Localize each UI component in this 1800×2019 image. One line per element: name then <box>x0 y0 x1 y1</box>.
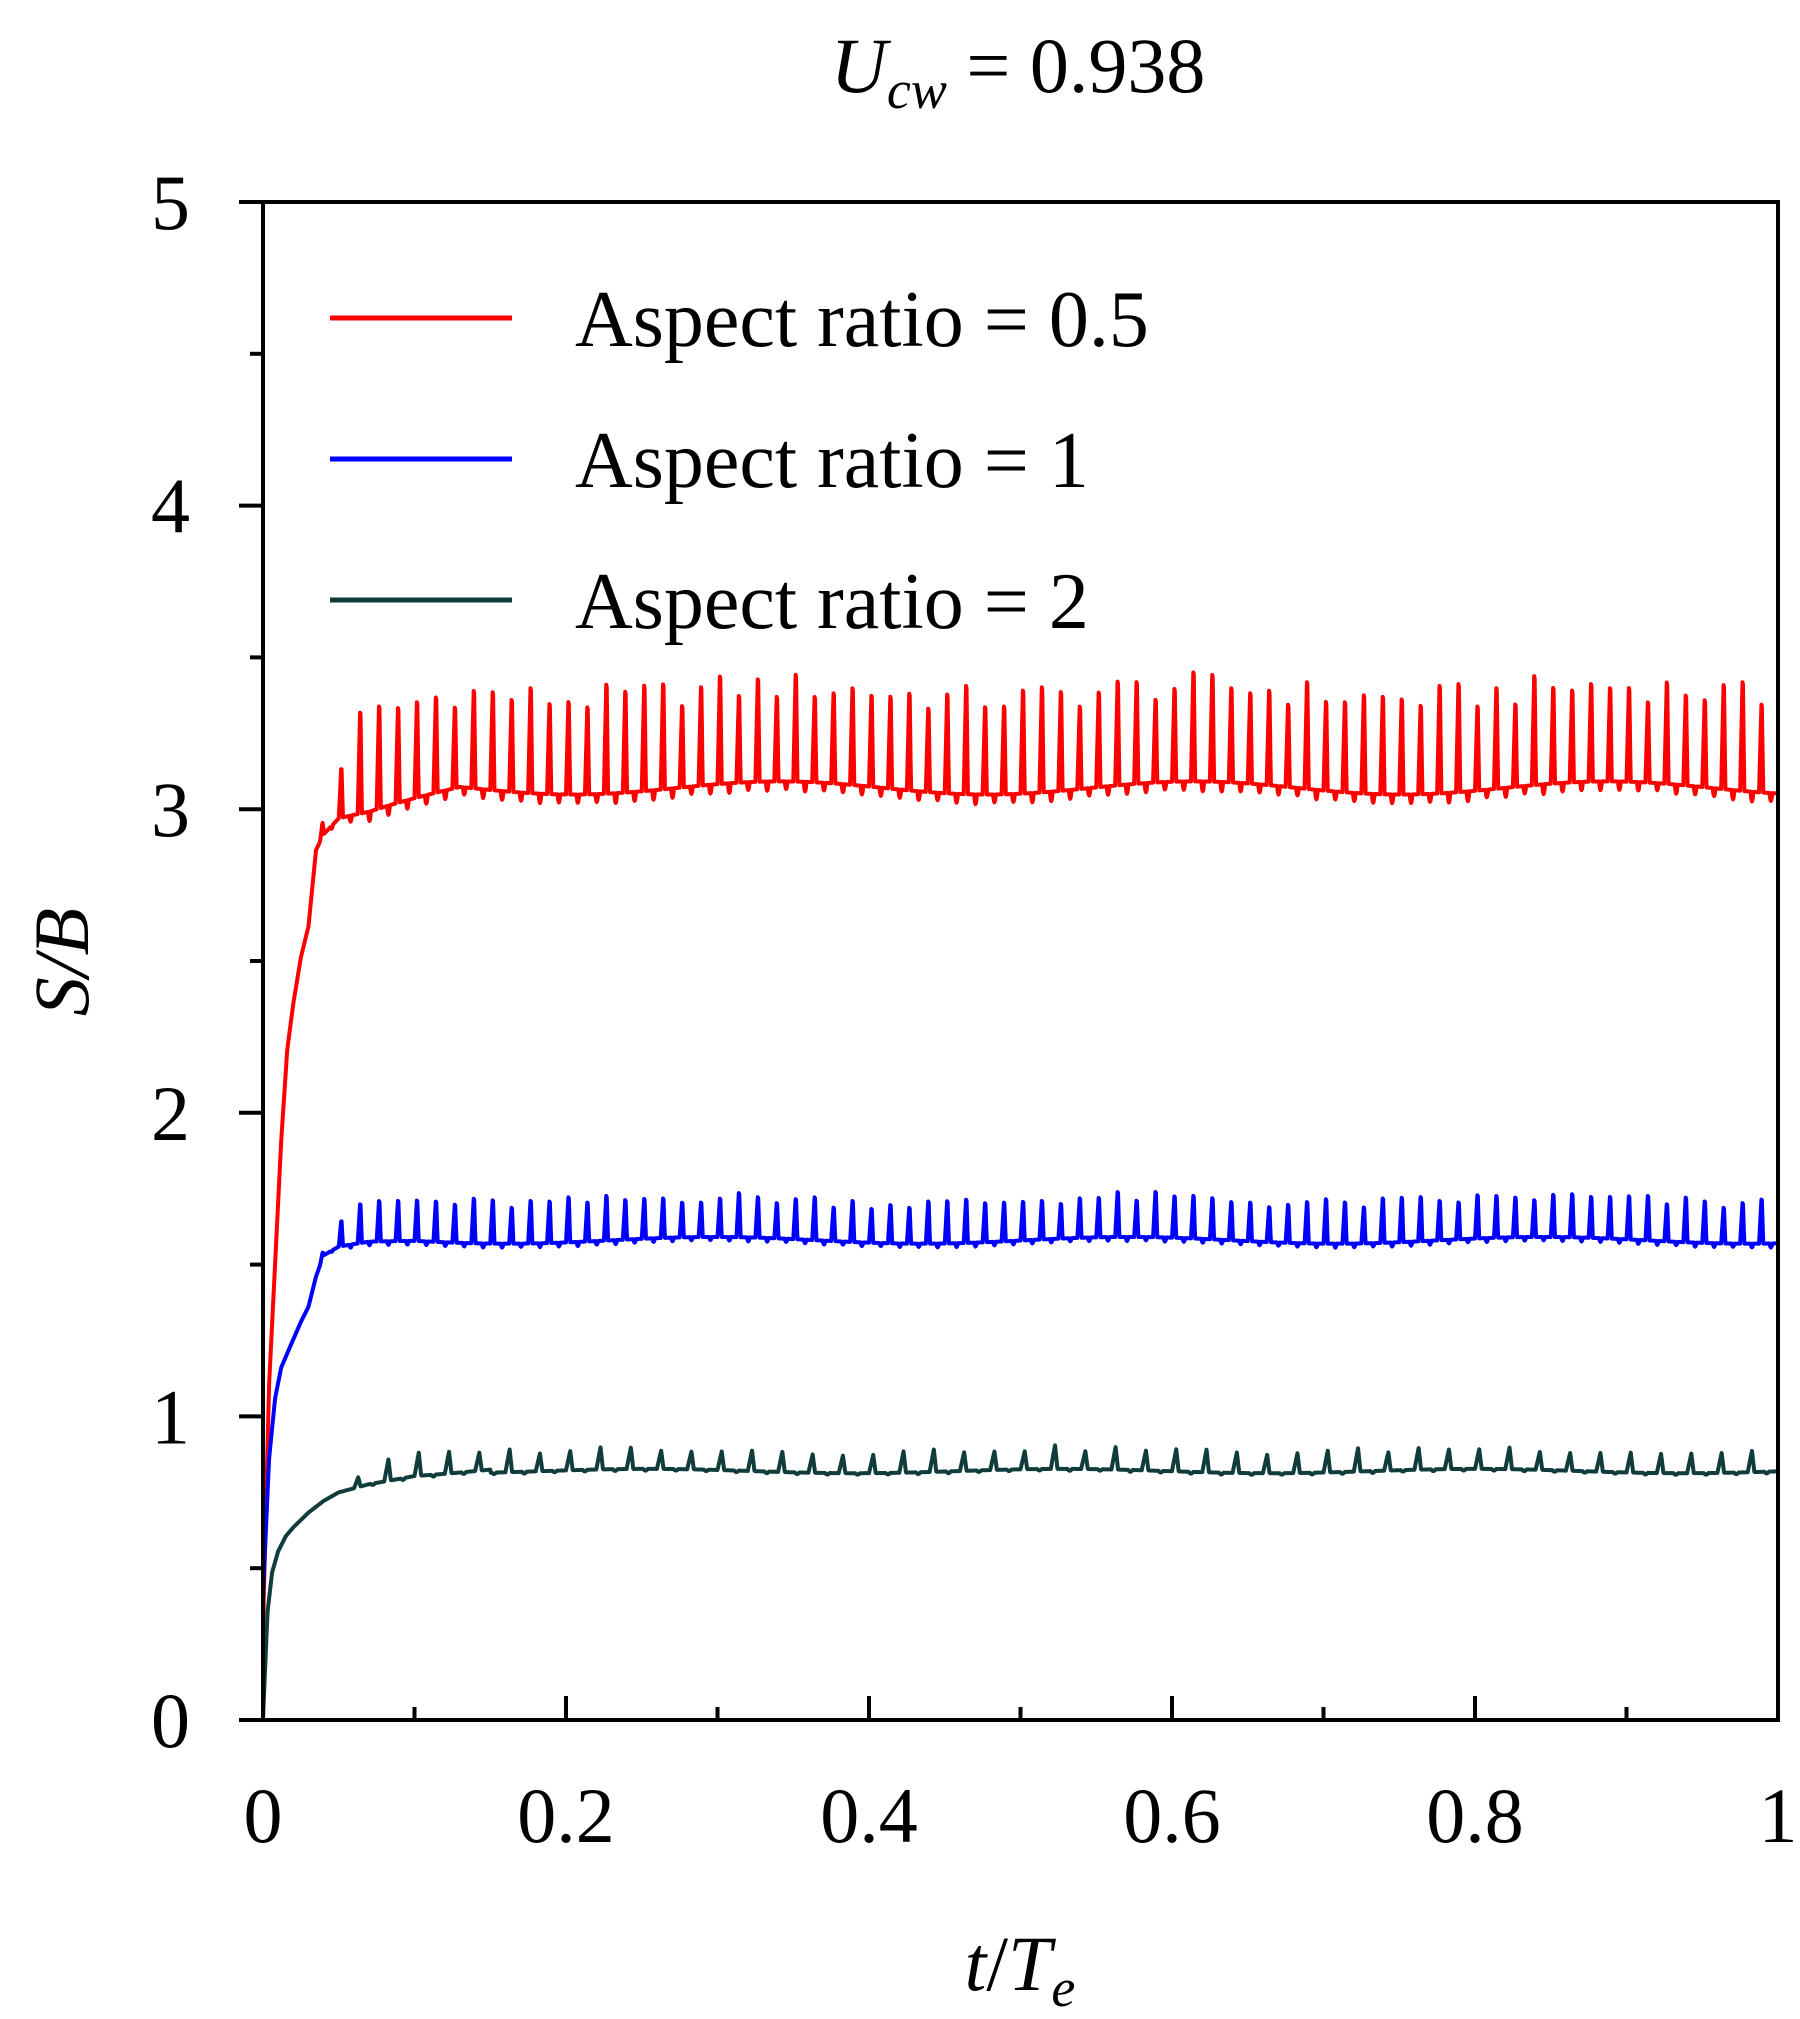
legend-label-1: Aspect ratio = 0.5 <box>575 276 1149 364</box>
x-tick-label: 0.4 <box>820 1772 918 1859</box>
series-layer <box>263 670 1779 1719</box>
x-tick-label: 0 <box>244 1772 283 1859</box>
y-tick-label: 2 <box>151 1070 190 1157</box>
y-tick-label: 0 <box>151 1677 190 1764</box>
chart-title: Ucw = 0.938 <box>831 22 1206 120</box>
y-tick-label: 5 <box>151 159 190 246</box>
legend-label-2: Aspect ratio = 1 <box>575 417 1089 505</box>
series-line-1 <box>263 670 1779 1629</box>
x-tick-label: 0.8 <box>1426 1772 1524 1859</box>
y-axis-label: S/B <box>18 908 105 1016</box>
y-tick-label: 4 <box>151 463 190 550</box>
series-line-2 <box>263 1189 1779 1596</box>
y-tick-label: 1 <box>151 1373 190 1460</box>
legend: Aspect ratio = 0.5 Aspect ratio = 1 Aspect… <box>330 276 1149 646</box>
x-tick-label: 1 <box>1759 1772 1798 1859</box>
x-axis-label: t/Te <box>965 1920 1076 2018</box>
ticks-layer: 0 0.2 0.4 0.6 0.8 1 0 1 2 3 4 5 <box>151 159 1798 1859</box>
x-tick-label: 0.2 <box>517 1772 615 1859</box>
y-tick-label: 3 <box>151 766 190 853</box>
x-tick-label: 0.6 <box>1123 1772 1221 1859</box>
series-line-3 <box>263 1443 1779 1719</box>
legend-label-3: Aspect ratio = 2 <box>575 558 1089 646</box>
